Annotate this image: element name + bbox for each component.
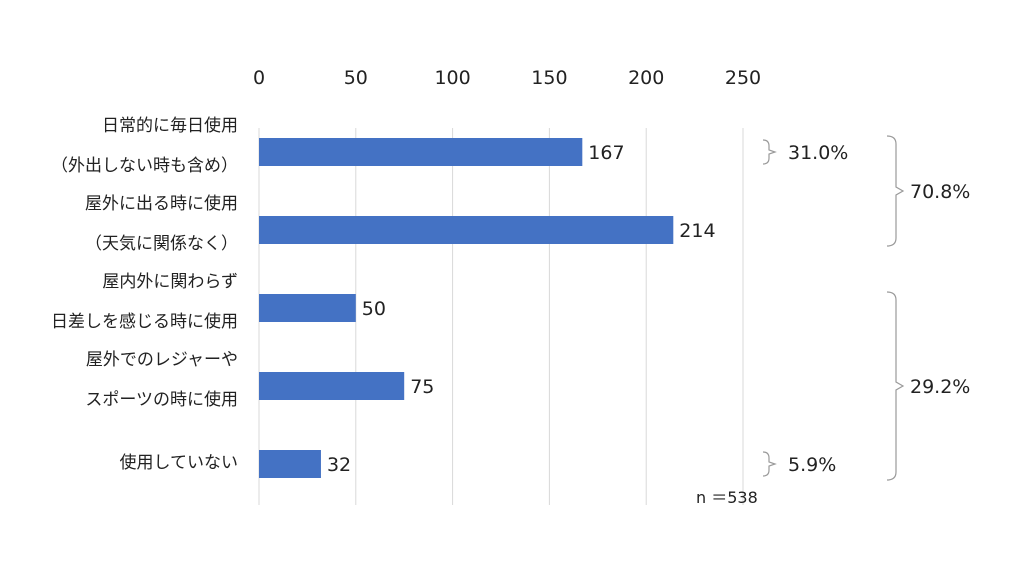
x-tick-label: 0	[253, 67, 265, 89]
percent-label: 5.9%	[788, 454, 836, 476]
data-label: 32	[327, 454, 351, 476]
x-tick-label: 150	[531, 67, 567, 89]
group-bracket	[886, 291, 905, 481]
group-bracket	[886, 135, 905, 247]
percent-label: 31.0%	[788, 142, 848, 164]
group-percent-label: 70.8%	[910, 181, 970, 203]
category-label: 屋内外に関わらず	[102, 272, 238, 292]
category-label: 日差しを感じる時に使用	[51, 311, 238, 332]
x-tick-labels: 0 50 100 150 200 250	[253, 67, 761, 89]
category-labels: 日常的に毎日使用 （外出しない時も含め） 屋外に出る時に使用 （天気に関係なく） 屋内外…	[51, 115, 238, 473]
annotation-bracket	[762, 451, 777, 477]
x-tick-label: 200	[628, 67, 664, 89]
group-percent-label: 29.2%	[910, 376, 970, 398]
x-tick-label: 50	[344, 67, 368, 89]
category-label: （天気に関係なく）	[85, 234, 238, 254]
value-labels: 167 214 50 75 32	[327, 142, 716, 476]
data-label: 50	[362, 298, 386, 320]
bar	[259, 294, 356, 322]
category-label: 日常的に毎日使用	[102, 115, 238, 136]
gridlines	[258, 128, 744, 505]
annotation-bracket	[762, 139, 777, 165]
bar	[259, 216, 674, 244]
percent-annotations: 31.0% 5.9% 70.8% 29.2%	[762, 135, 970, 481]
bar	[259, 138, 583, 166]
category-label: 屋外に出る時に使用	[85, 193, 238, 214]
x-tick-label: 250	[725, 67, 761, 89]
sample-size-label: n ＝538	[696, 488, 758, 507]
category-label: 屋外でのレジャーや	[86, 350, 238, 370]
x-tick-label: 100	[434, 67, 470, 89]
data-label: 214	[679, 220, 715, 242]
category-label: 使用していない	[120, 452, 239, 473]
data-label: 167	[588, 142, 624, 164]
bar	[259, 372, 405, 400]
data-label: 75	[410, 376, 434, 398]
category-label: スポーツの時に使用	[85, 389, 238, 410]
bar	[259, 450, 321, 478]
category-label: （外出しない時も含め）	[51, 156, 238, 176]
bars	[259, 138, 674, 478]
